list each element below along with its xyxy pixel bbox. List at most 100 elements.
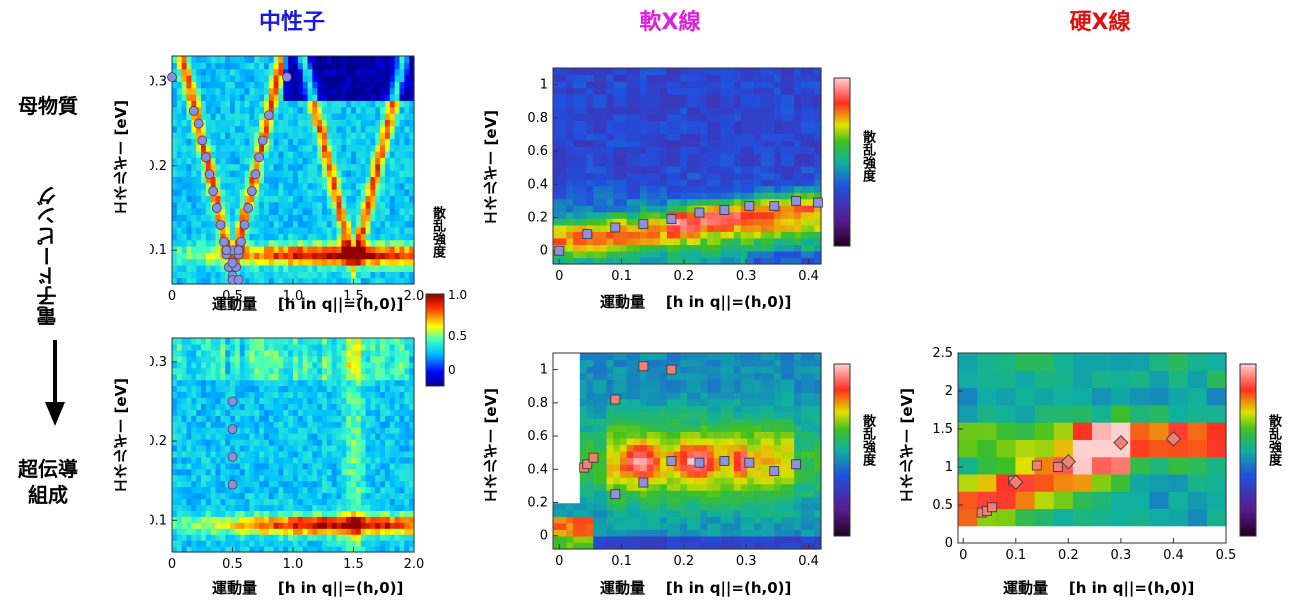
heatmap-cell (254, 373, 260, 381)
heatmap-cell (384, 157, 391, 165)
heatmap-cell (807, 218, 815, 226)
heatmap-cell (365, 100, 372, 108)
heatmap-cell (201, 68, 207, 76)
heatmap-cell (196, 403, 202, 410)
heatmap-cell (283, 486, 289, 494)
heatmap-cell (307, 534, 313, 541)
heatmap-cell (302, 220, 309, 228)
heatmap-cell (210, 462, 217, 470)
heatmap-cell (687, 172, 695, 180)
heatmap-cell (355, 445, 362, 452)
heatmap-cell (375, 349, 381, 357)
heatmap-cell (559, 113, 567, 121)
heatmap-cell (807, 185, 815, 193)
heatmap-cell (239, 338, 246, 345)
heatmap-cell (389, 56, 396, 63)
heatmap-cell (172, 480, 178, 488)
heatmap-cell (680, 87, 688, 95)
heatmap-cell (566, 74, 574, 82)
heatmap-cell (312, 409, 318, 416)
heatmap-cell (181, 546, 188, 553)
heatmap-cell (553, 257, 561, 265)
heatmap-cell (322, 195, 328, 203)
heatmap-cell (263, 546, 270, 553)
heatmap-cell (389, 403, 396, 410)
heatmap-cell (370, 546, 376, 553)
heatmap-cell (687, 113, 695, 121)
heatmap-cell (234, 68, 241, 76)
heatmap-cell (760, 94, 768, 102)
heatmap-cell (341, 379, 347, 387)
heatmap-cell (620, 192, 628, 200)
heatmap-cell (259, 338, 265, 345)
heatmap-cell (341, 480, 347, 488)
heatmap-cell (273, 119, 280, 127)
heatmap-cell (205, 403, 212, 410)
heatmap-cell (394, 151, 401, 158)
heatmap-cell (172, 265, 178, 272)
heatmap-cell (807, 68, 815, 76)
heatmap-cell (384, 208, 391, 215)
heatmap-cell (293, 201, 299, 209)
heatmap-cell (186, 349, 192, 357)
heatmap-cell (293, 81, 299, 89)
heatmap-cell (384, 227, 391, 234)
heatmap-cell (375, 409, 381, 416)
heatmap-cell (399, 403, 405, 410)
heatmap-cell (234, 486, 241, 494)
heatmap-cell (317, 373, 323, 381)
heatmap-cell (297, 439, 304, 446)
heatmap-cell (389, 214, 396, 222)
heatmap-cell (360, 252, 367, 260)
heatmap-cell (727, 133, 735, 141)
heatmap-cell (273, 138, 280, 146)
heatmap-cell (384, 277, 391, 285)
heatmap-cell (351, 132, 357, 139)
heatmap-cell (693, 250, 701, 259)
heatmap-cell (767, 231, 775, 239)
heatmap-cell (172, 391, 178, 399)
heatmap-cell (553, 231, 561, 239)
heatmap-cell (807, 146, 815, 154)
heatmap-cell (181, 462, 188, 470)
heatmap-cell (341, 456, 347, 464)
x-tick-label: 0.1 (611, 269, 632, 284)
heatmap-cell (297, 492, 304, 500)
heatmap-cell (273, 87, 280, 95)
heatmap-cell (573, 68, 581, 76)
heatmap-cell (579, 244, 588, 252)
heatmap-cell (176, 252, 183, 260)
heatmap-cell (172, 239, 178, 247)
heatmap-cell (273, 492, 280, 500)
heatmap-cell (196, 480, 202, 488)
heatmap-cell (346, 486, 352, 494)
heatmap-cell (278, 450, 284, 458)
heatmap-cell (626, 133, 634, 141)
heatmap-cell (176, 367, 183, 375)
heatmap-cell (559, 211, 567, 219)
heatmap-cell (215, 119, 221, 127)
heatmap-cell (389, 486, 396, 494)
heatmap-cell (326, 271, 333, 279)
heatmap-cell (225, 486, 231, 494)
heatmap-cell (700, 231, 708, 239)
heatmap-cell (191, 361, 197, 369)
heatmap-cell (225, 233, 231, 241)
heatmap-cell (278, 385, 284, 393)
heatmap-cell (263, 214, 270, 222)
heatmap-cell (263, 201, 270, 209)
heatmap-cell (687, 192, 695, 200)
heatmap-cell (230, 157, 236, 165)
heatmap-cell (307, 100, 313, 108)
heatmap-cell (559, 257, 567, 265)
heatmap-cell (336, 433, 342, 440)
heatmap-cell (181, 100, 188, 108)
heatmap-cell (186, 391, 192, 399)
heatmap-cell (268, 125, 275, 133)
heatmap-cell (579, 418, 588, 426)
heatmap-cell (346, 361, 352, 369)
heatmap-cell (254, 75, 260, 82)
heatmap-cell (680, 211, 688, 219)
heatmap-cell (336, 182, 342, 190)
heatmap-cell (389, 433, 396, 440)
